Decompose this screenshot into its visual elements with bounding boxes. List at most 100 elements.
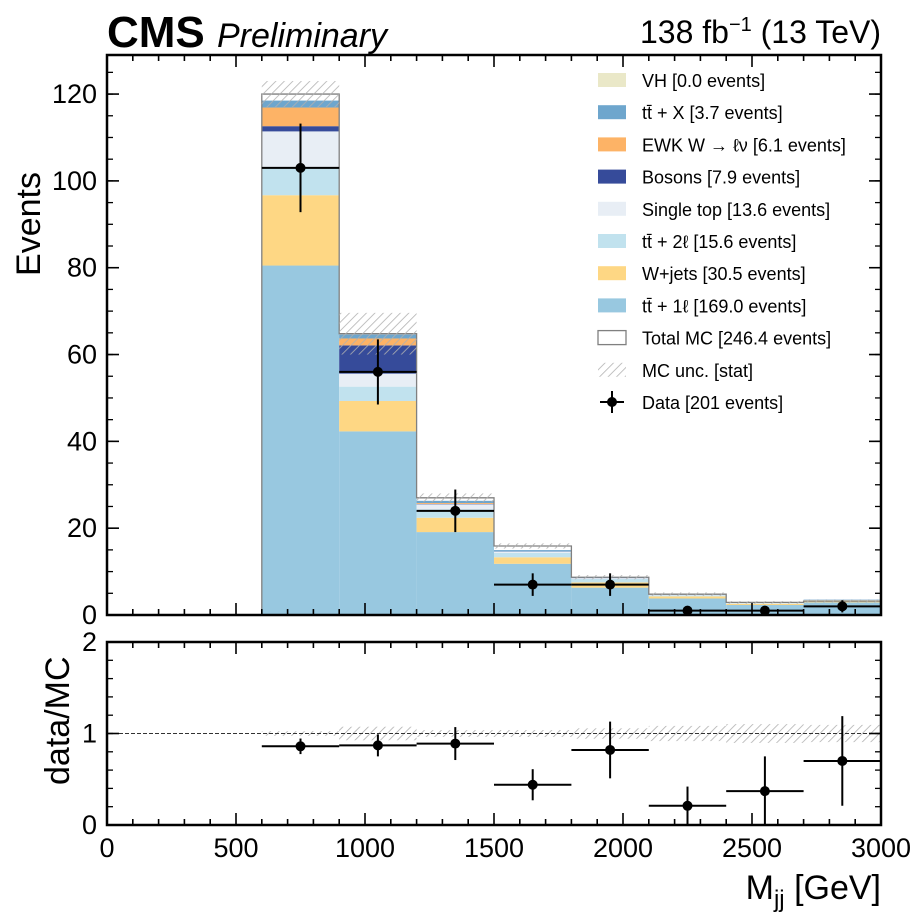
ratio-point xyxy=(416,727,494,761)
data-point xyxy=(803,600,881,613)
legend-swatch xyxy=(597,329,627,346)
data-marker xyxy=(295,162,306,173)
stack-bar-tt-1l-bin-4 xyxy=(416,532,494,615)
legend-swatch xyxy=(598,137,626,152)
legend-label: Total MC [246.4 events] xyxy=(642,329,831,349)
stack-bar-tt-1l-bin-3 xyxy=(339,431,417,615)
ratio-panel: 0 500 1000 1500 2000 2500 3000 0 1 2 xyxy=(82,627,911,863)
y-tick-label: 60 xyxy=(67,340,97,370)
ratio-point xyxy=(648,786,727,825)
legend-label: tt̄ + X [3.7 events] xyxy=(642,103,783,123)
cms-label: CMS xyxy=(107,8,205,57)
ratio-marker xyxy=(372,740,383,751)
y-tick-label: 2 xyxy=(82,627,97,657)
mc-unc-band-bin-2 xyxy=(261,81,340,108)
stack-bar-tt-2l-bin-5 xyxy=(494,552,572,558)
y-tick-label: 100 xyxy=(52,166,97,196)
x-axis-title: Mjj [GeV] xyxy=(746,869,881,913)
data-marker xyxy=(837,601,848,612)
y-tick-label: 20 xyxy=(67,513,97,543)
x-tick-label: 1500 xyxy=(464,833,524,863)
ratio-point xyxy=(339,734,417,757)
legend-label: VH [0.0 events] xyxy=(642,71,765,91)
mc-unc-band-bin-7 xyxy=(648,592,727,596)
legend: VH [0.0 events] tt̄ + X [3.7 events] EWK W… xyxy=(597,71,846,413)
legend-entry-mc-unc-: MC unc. [stat] xyxy=(598,361,753,381)
ratio-unc-band-bin-7 xyxy=(648,725,727,742)
data-point xyxy=(648,605,727,616)
ratio-point xyxy=(726,756,804,825)
y-tick-label: 0 xyxy=(82,600,97,630)
legend-entry-tt-1l: tt̄ + 1ℓ [169.0 events] xyxy=(598,296,806,316)
legend-swatch xyxy=(598,169,626,184)
legend-label: Data [201 events] xyxy=(642,393,783,413)
legend-swatch xyxy=(598,234,626,248)
legend-label: Bosons [7.9 events] xyxy=(642,168,800,188)
ratio-marker xyxy=(605,744,616,755)
lumi-value: 138 fb xyxy=(640,14,729,50)
legend-label: MC unc. [stat] xyxy=(642,361,753,381)
ratio-point xyxy=(803,716,881,806)
ratio-marker xyxy=(682,800,693,811)
ratio-point xyxy=(261,738,340,755)
data-point xyxy=(339,339,417,405)
stack-bar-w-jets-bin-5 xyxy=(494,557,572,564)
ratio-unc-band-bin-5 xyxy=(494,730,572,737)
legend-entry-ttx: tt̄ + X [3.7 events] xyxy=(598,103,783,123)
legend-label: Single top [13.6 events] xyxy=(642,200,830,220)
legend-label: EWK W → ℓν [6.1 events] xyxy=(642,135,846,155)
data-point xyxy=(571,573,649,596)
legend-swatch xyxy=(598,73,626,87)
data-marker xyxy=(682,605,693,616)
x-tick-label: 1000 xyxy=(335,833,395,863)
stack-bar-tt-1l-bin-2 xyxy=(261,265,340,615)
legend-swatch xyxy=(598,362,626,377)
x-tick-label: 2500 xyxy=(722,833,782,863)
lumi-exponent: −1 xyxy=(729,14,752,36)
y-tick-label: 80 xyxy=(67,253,97,283)
mc-unc-band-bin-8 xyxy=(726,601,804,604)
stack-bar-w-jets-bin-3 xyxy=(339,400,417,432)
legend-entry-total-mc: Total MC [246.4 events] xyxy=(597,329,831,349)
x-tick-label: 0 xyxy=(99,833,114,863)
data-point xyxy=(726,605,804,616)
legend-swatch xyxy=(598,266,626,281)
stack-bar-ewk-w-bin-2 xyxy=(261,107,340,127)
x-tick-label: 3000 xyxy=(851,833,911,863)
legend-entry-vh: VH [0.0 events] xyxy=(598,71,765,91)
y-tick-label: 0 xyxy=(82,810,97,840)
legend-entry-ewk-w: EWK W → ℓν [6.1 events] xyxy=(598,135,846,155)
legend-swatch xyxy=(598,201,626,216)
main-panel: 0 20 40 60 80 100 120 VH [0.0 events] tt̄ + X [… xyxy=(52,53,883,630)
preliminary-label: Preliminary xyxy=(217,17,389,55)
y-tick-label: 1 xyxy=(82,719,97,749)
data-point xyxy=(261,123,340,213)
ratio-marker xyxy=(837,755,848,766)
legend-entry-w-jets: W+jets [30.5 events] xyxy=(598,264,806,284)
x-axis-title-sub: jj xyxy=(773,886,785,913)
ratio-point xyxy=(494,769,572,801)
stack-bar-ttx-bin-5 xyxy=(494,550,572,552)
data-marker xyxy=(605,579,616,590)
x-tick-label: 500 xyxy=(213,833,258,863)
stack-bar-single-top-bin-5 xyxy=(494,551,572,553)
mc-unc-band-bin-5 xyxy=(494,543,572,549)
stack-bar-w-jets-bin-7 xyxy=(648,596,727,599)
stack-bar-w-jets-bin-8 xyxy=(726,603,804,606)
main-y-axis-title: Events xyxy=(10,172,48,276)
legend-entry-bosons: Bosons [7.9 events] xyxy=(598,168,800,188)
legend-marker xyxy=(607,397,617,407)
ratio-marker xyxy=(759,786,770,797)
data-point xyxy=(494,573,572,596)
ratio-marker xyxy=(450,738,461,749)
ratio-point xyxy=(571,721,649,779)
ratio-marker xyxy=(295,741,306,752)
legend-entry-single-top: Single top [13.6 events] xyxy=(598,200,830,220)
legend-entry-tt-2l: tt̄ + 2ℓ [15.6 events] xyxy=(598,232,796,252)
data-marker xyxy=(372,366,383,377)
legend-swatch xyxy=(598,105,626,120)
data-marker xyxy=(759,605,770,616)
data-point xyxy=(416,489,494,533)
legend-entry-data: Data [201 events] xyxy=(600,391,783,413)
